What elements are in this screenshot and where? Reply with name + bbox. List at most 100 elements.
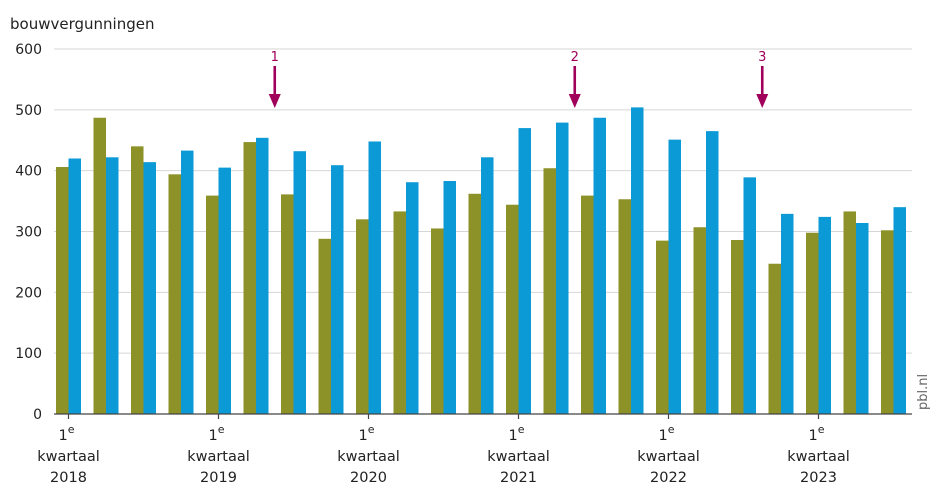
source-label: pbl.nl (916, 374, 931, 410)
bar-series-2 (293, 151, 306, 414)
bar-series-2 (331, 165, 344, 414)
x-tick-year: 2022 (650, 470, 687, 486)
annotation-arrow-head (268, 94, 281, 108)
annotation-arrow: 2 (568, 50, 581, 108)
y-tick-label: 400 (15, 164, 42, 180)
annotation-arrow-head (568, 94, 581, 108)
x-tick-label-group: 1e kwartaal 2022 (637, 414, 700, 486)
x-tick-label-group: 1e kwartaal 2021 (487, 414, 550, 486)
x-tick-quarter: 1e (808, 423, 824, 444)
bar-series-2 (518, 128, 531, 415)
x-tick-word: kwartaal (637, 449, 700, 465)
bar-series-1 (431, 228, 444, 414)
bar-series-1 (206, 195, 219, 414)
annotation-arrow-head (756, 94, 769, 108)
x-tick-quarter: 1e (208, 423, 224, 444)
x-tick-labels: 1ekwartaal20181ekwartaal20191ekwartaal20… (37, 414, 850, 486)
x-tick-year: 2021 (500, 470, 537, 486)
x-tick-year: 2020 (350, 470, 387, 486)
bar-series-1 (843, 211, 856, 414)
bar-series-1 (393, 211, 406, 414)
bar-series-1 (618, 199, 631, 414)
bar-series-1 (543, 168, 556, 414)
bar-series-1 (693, 227, 706, 414)
bar-series-2 (368, 141, 381, 414)
bar-series-1 (243, 142, 256, 414)
bar-series-1 (581, 195, 594, 414)
x-tick-label-group: 1e kwartaal 2020 (337, 414, 400, 486)
x-tick-quarter-suffix: e (368, 423, 375, 436)
bar-series-1 (881, 230, 894, 414)
x-tick-word: kwartaal (787, 449, 850, 465)
x-tick-label-group: 1e kwartaal 2018 (37, 414, 100, 486)
bar-series-2 (668, 139, 681, 414)
x-tick-label-group: 1e kwartaal 2019 (187, 414, 250, 486)
annotation-arrow: 3 (756, 50, 769, 108)
x-tick-quarter-number: 1 (658, 428, 667, 444)
x-tick-quarter-number: 1 (208, 428, 217, 444)
annotation-label: 1 (271, 50, 279, 65)
bar-series-2 (106, 157, 119, 415)
x-tick-quarter-suffix: e (68, 423, 75, 436)
x-tick-word: kwartaal (187, 449, 250, 465)
y-tick-label: 600 (15, 42, 42, 58)
x-tick-quarter-suffix: e (818, 423, 825, 436)
x-tick-quarter-suffix: e (218, 423, 225, 436)
annotation-label: 3 (758, 50, 766, 65)
x-tick-quarter-suffix: e (668, 423, 675, 436)
bars (56, 107, 906, 415)
x-tick-quarter-number: 1 (808, 428, 817, 444)
y-tick-labels: 0 100 200 300 400 500 600 (15, 42, 42, 423)
x-tick-word: kwartaal (487, 449, 550, 465)
bar-series-1 (656, 240, 669, 414)
annotation-label: 2 (571, 50, 579, 65)
y-tick-label: 300 (15, 225, 42, 241)
bar-series-1 (131, 146, 144, 415)
y-tick-label: 100 (15, 346, 42, 362)
bar-series-2 (818, 216, 831, 414)
x-tick-quarter: 1e (58, 423, 74, 444)
x-tick-quarter-suffix: e (518, 423, 525, 436)
bar-series-1 (806, 232, 819, 414)
x-tick-quarter: 1e (358, 423, 374, 444)
bar-series-1 (168, 174, 181, 414)
bar-series-2 (593, 117, 606, 414)
x-tick-word: kwartaal (37, 449, 100, 465)
y-tick-label: 200 (15, 285, 42, 301)
x-tick-word: kwartaal (337, 449, 400, 465)
x-tick-year: 2023 (800, 470, 837, 486)
bar-series-1 (318, 238, 331, 414)
bar-series-1 (93, 117, 106, 414)
bar-series-2 (781, 213, 794, 414)
x-tick-quarter-number: 1 (508, 428, 517, 444)
bar-series-1 (768, 263, 781, 414)
bar-series-2 (143, 162, 156, 414)
x-tick-year: 2019 (200, 470, 237, 486)
y-axis-title: bouwvergunningen (10, 15, 154, 33)
x-tick-quarter-number: 1 (358, 428, 367, 444)
bar-series-1 (356, 219, 369, 414)
bar-series-2 (556, 122, 569, 414)
bar-series-2 (218, 167, 231, 414)
bar-series-2 (631, 107, 644, 415)
bar-series-2 (406, 182, 419, 414)
bar-series-1 (56, 167, 69, 414)
y-tick-label: 0 (33, 407, 42, 423)
bar-series-1 (468, 193, 481, 414)
bar-series-2 (743, 177, 756, 414)
x-tick-year: 2018 (50, 470, 87, 486)
bar-series-2 (68, 158, 81, 414)
bar-series-2 (856, 222, 869, 414)
x-tick-quarter: 1e (658, 423, 674, 444)
x-tick-quarter: 1e (508, 423, 524, 444)
bar-series-2 (443, 181, 456, 414)
x-tick-label-group: 1e kwartaal 2023 (787, 414, 850, 486)
bar-series-2 (181, 150, 194, 414)
bar-series-1 (731, 240, 744, 414)
bar-series-2 (481, 157, 494, 415)
bar-series-2 (256, 137, 269, 415)
bar-series-2 (893, 207, 906, 414)
bar-series-1 (281, 194, 294, 414)
bar-series-2 (706, 131, 719, 414)
